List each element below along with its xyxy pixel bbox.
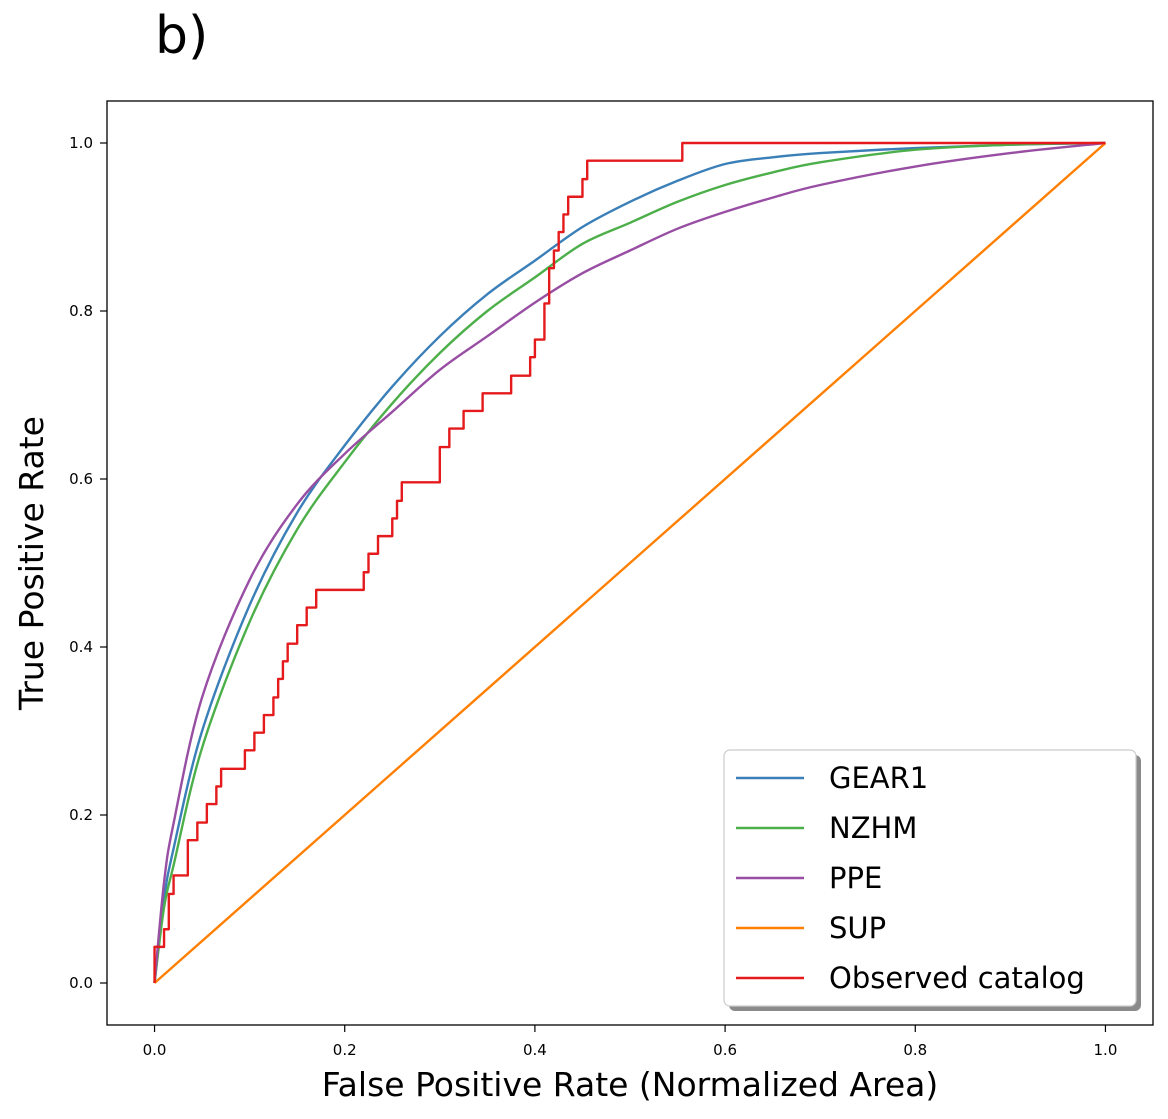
series-line-sup — [153, 142, 1107, 984]
legend-label: GEAR1 — [829, 761, 928, 795]
legend-label: NZHM — [829, 811, 917, 845]
y-tick-label: 0.8 — [69, 302, 93, 320]
legend: GEAR1 NZHM PPE SUP Observed catalog — [723, 749, 1141, 1011]
panel-label: b) — [155, 6, 209, 66]
legend-label: PPE — [829, 861, 882, 895]
x-tick-label: 0.4 — [523, 1041, 547, 1059]
series-line-gear1 — [153, 141, 1106, 984]
plot-frame — [106, 100, 1154, 1026]
y-tick-label: 0.0 — [69, 974, 93, 992]
series-line-ppe — [153, 141, 1106, 984]
x-tick-label: 0.8 — [903, 1041, 927, 1059]
legend-label: Observed catalog — [829, 961, 1085, 995]
y-axis-label: True Positive Rate — [12, 416, 51, 711]
x-tick-label: 0.6 — [713, 1041, 737, 1059]
y-tick-label: 0.6 — [69, 470, 93, 488]
legend-label: SUP — [829, 911, 886, 945]
series-line-observed-catalog — [153, 141, 1106, 983]
x-tick-label: 1.0 — [1094, 1041, 1118, 1059]
x-axis-label: False Positive Rate (Normalized Area) — [322, 1065, 939, 1104]
y-axis: 0.0 0.2 0.4 0.6 0.8 1.0 — [69, 134, 107, 992]
x-tick-label: 0.2 — [333, 1041, 357, 1059]
y-tick-label: 0.2 — [69, 806, 93, 824]
x-axis: 0.0 0.2 0.4 0.6 0.8 1.0 — [143, 1025, 1118, 1059]
y-tick-label: 0.4 — [69, 638, 93, 656]
y-tick-label: 1.0 — [69, 134, 93, 152]
legend-box — [723, 749, 1137, 1007]
x-tick-label: 0.0 — [143, 1041, 167, 1059]
series-line-nzhm — [153, 141, 1106, 984]
plot-area — [153, 141, 1107, 984]
